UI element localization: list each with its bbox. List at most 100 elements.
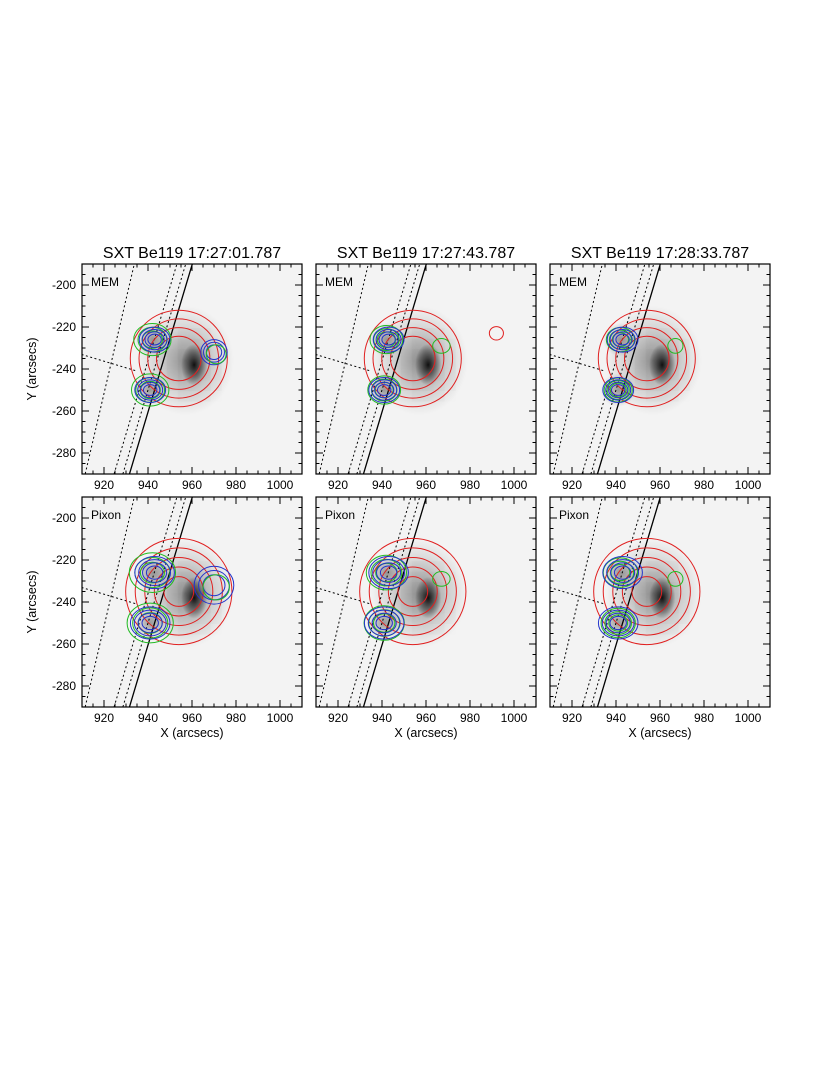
x-tick-label: 980 [694, 711, 714, 725]
x-tick-label: 960 [650, 711, 670, 725]
green-contour [365, 554, 408, 591]
blue-contour [371, 379, 398, 401]
blue-contour [133, 609, 167, 637]
sxt-image [550, 264, 770, 474]
blue-contour [134, 556, 175, 590]
reference-lines [316, 497, 427, 707]
red-contour [488, 326, 504, 341]
blue-contour [372, 559, 406, 587]
blue-contour [200, 339, 228, 366]
blue-contour [143, 384, 158, 396]
x-tick-label: 940 [372, 478, 392, 492]
blue-contour [605, 379, 632, 401]
blue-contour [144, 331, 165, 348]
row-label: MEM [325, 275, 353, 289]
axis-ticks: 920 940 960 980 1000 [549, 263, 771, 492]
y-tick-label: -280 [52, 679, 76, 693]
blue-contour [610, 562, 636, 583]
green-contour [611, 332, 629, 348]
red-contour [363, 309, 462, 408]
red-contour [387, 566, 438, 617]
blue-contour [137, 379, 164, 401]
green-contour [132, 607, 169, 639]
sxt-image [316, 497, 536, 707]
x-tick-label: 940 [606, 478, 626, 492]
blue-contour [602, 556, 643, 590]
red-contour [397, 576, 429, 607]
blue-contour [375, 328, 402, 351]
x-tick-label: 940 [138, 478, 158, 492]
grid-line [347, 497, 412, 707]
x-tick-label: 1000 [267, 478, 294, 492]
green-contour [608, 614, 629, 632]
x-tick-label: 980 [694, 478, 714, 492]
x-axis-label: X (arcsecs) [160, 726, 223, 740]
sxt-image [550, 497, 770, 707]
red-contour [368, 547, 457, 636]
reference-lines [550, 497, 661, 707]
y-tick-label: -220 [52, 320, 76, 334]
red-contour [597, 309, 696, 408]
blue-contour [601, 609, 635, 637]
green-contour [667, 571, 684, 587]
blue-contour [377, 384, 392, 396]
x-tick-label: 920 [328, 478, 348, 492]
x-axis-label: X (arcsecs) [628, 726, 691, 740]
x-tick-label: 920 [328, 711, 348, 725]
x-tick-label: 920 [94, 478, 114, 492]
blue-contour [138, 326, 171, 353]
x-tick-label: 960 [182, 478, 202, 492]
green-contour [606, 379, 630, 401]
blue-contour [612, 331, 633, 348]
axis-ticks: 920 940 960 980 1000 [315, 263, 537, 492]
panel-mem-3: 920 940 960 980 1000 MEM [549, 263, 771, 492]
blue-contour [203, 341, 225, 363]
contours [363, 309, 504, 408]
blue-contour [371, 612, 397, 634]
axis-ticks: 920 940 960 980 1000 -200 -220 -240 -260 -280 [52, 263, 303, 492]
green-contour [128, 552, 176, 593]
blue-contour [381, 333, 396, 346]
red-contour [163, 576, 195, 607]
contours [597, 309, 696, 408]
panel-mem-1: 920 940 960 980 1000 -200 -220 -240 -260 -280 Y (a… [25, 263, 303, 492]
contours [359, 537, 467, 646]
panel-mem-2: 920 940 960 980 1000 MEM [315, 263, 537, 492]
solar-limb-line [362, 264, 427, 474]
x-tick-label: 980 [460, 478, 480, 492]
blue-contour [375, 615, 393, 631]
red-contour [378, 556, 448, 627]
x-tick-label: 920 [94, 711, 114, 725]
contours [125, 537, 235, 646]
y-tick-label: -220 [52, 553, 76, 567]
row-label: Pixon [325, 508, 355, 522]
blue-contour [378, 331, 399, 348]
red-contour [602, 547, 691, 636]
blue-contour [611, 384, 626, 396]
reference-lines [82, 497, 193, 707]
red-contour [155, 335, 202, 382]
blue-contour [606, 559, 640, 587]
blue-contour [609, 328, 636, 351]
y-tick-label: -240 [52, 595, 76, 609]
blue-contour [142, 562, 168, 583]
red-contour [606, 318, 688, 399]
grid-line [590, 497, 655, 707]
solar-limb-line [128, 264, 193, 474]
blue-contour [605, 612, 631, 634]
red-contour [381, 327, 445, 390]
panel-title-3: SXT Be119 17:28:33.787 [571, 245, 749, 262]
blue-contour [367, 609, 401, 637]
grid-line [122, 497, 187, 707]
green-contour [604, 611, 632, 635]
sxt-image [82, 497, 302, 707]
solar-limb-line [596, 264, 661, 474]
row-label: Pixon [91, 508, 121, 522]
blue-contour [597, 606, 639, 640]
y-tick-label: -260 [52, 637, 76, 651]
solar-limb-line [362, 497, 427, 707]
green-contour [600, 607, 636, 639]
green-contour [667, 338, 684, 354]
red-contour [631, 576, 663, 607]
blue-contour [602, 377, 635, 403]
